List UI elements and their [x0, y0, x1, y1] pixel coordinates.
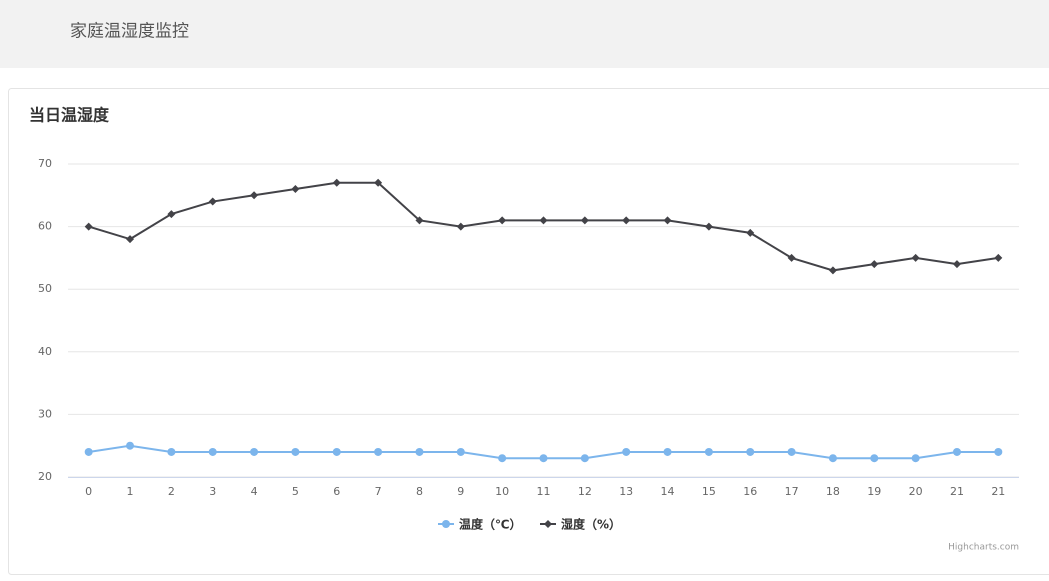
data-point	[457, 448, 465, 456]
data-point	[664, 448, 672, 456]
x-tick-label: 19	[867, 485, 881, 498]
header-title: 家庭温湿度监控	[70, 22, 189, 42]
data-point	[126, 442, 134, 450]
y-tick-label: 20	[38, 470, 52, 483]
x-tick-label: 5	[292, 485, 299, 498]
y-tick-label: 40	[38, 345, 52, 358]
x-tick-label: 3	[209, 485, 216, 498]
x-tick-label: 17	[785, 485, 799, 498]
x-tick-label: 1	[127, 485, 134, 498]
data-point	[622, 448, 630, 456]
data-point	[581, 454, 589, 462]
data-point	[498, 454, 506, 462]
data-point	[705, 448, 713, 456]
x-tick-label: 13	[619, 485, 633, 498]
data-point	[85, 448, 93, 456]
data-point	[788, 448, 796, 456]
y-tick-label: 70	[38, 157, 52, 170]
data-point	[333, 448, 341, 456]
x-tick-label: 7	[375, 485, 382, 498]
x-tick-label: 10	[495, 485, 509, 498]
data-point	[912, 454, 920, 462]
data-point	[250, 448, 258, 456]
data-point	[994, 448, 1002, 456]
data-point	[167, 448, 175, 456]
credits: Highcharts.com	[948, 543, 1019, 553]
y-tick-label: 50	[38, 282, 52, 295]
y-tick-label: 30	[38, 407, 52, 420]
x-tick-label: 20	[909, 485, 923, 498]
data-point	[415, 448, 423, 456]
x-tick-label: 21	[991, 485, 1005, 498]
x-tick-label: 12	[578, 485, 592, 498]
x-tick-label: 21	[950, 485, 964, 498]
legend-label: 温度（℃）	[459, 517, 522, 532]
chart-title: 当日温湿度	[29, 106, 110, 125]
legend-label: 湿度（%）	[561, 517, 621, 532]
y-tick-label: 60	[38, 220, 52, 233]
data-point	[540, 454, 548, 462]
data-point	[374, 448, 382, 456]
data-point	[870, 454, 878, 462]
data-point	[746, 448, 754, 456]
data-point	[829, 454, 837, 462]
x-tick-label: 16	[743, 485, 757, 498]
legend-marker	[442, 520, 450, 528]
x-tick-label: 0	[85, 485, 92, 498]
x-tick-label: 6	[333, 485, 340, 498]
x-tick-label: 11	[537, 485, 551, 498]
x-tick-label: 8	[416, 485, 423, 498]
data-point	[209, 448, 217, 456]
data-point	[291, 448, 299, 456]
x-tick-label: 14	[661, 485, 675, 498]
card	[9, 89, 1049, 575]
x-tick-label: 15	[702, 485, 716, 498]
data-point	[953, 448, 961, 456]
x-tick-label: 18	[826, 485, 840, 498]
x-tick-label: 9	[457, 485, 464, 498]
x-tick-label: 2	[168, 485, 175, 498]
x-tick-label: 4	[251, 485, 258, 498]
